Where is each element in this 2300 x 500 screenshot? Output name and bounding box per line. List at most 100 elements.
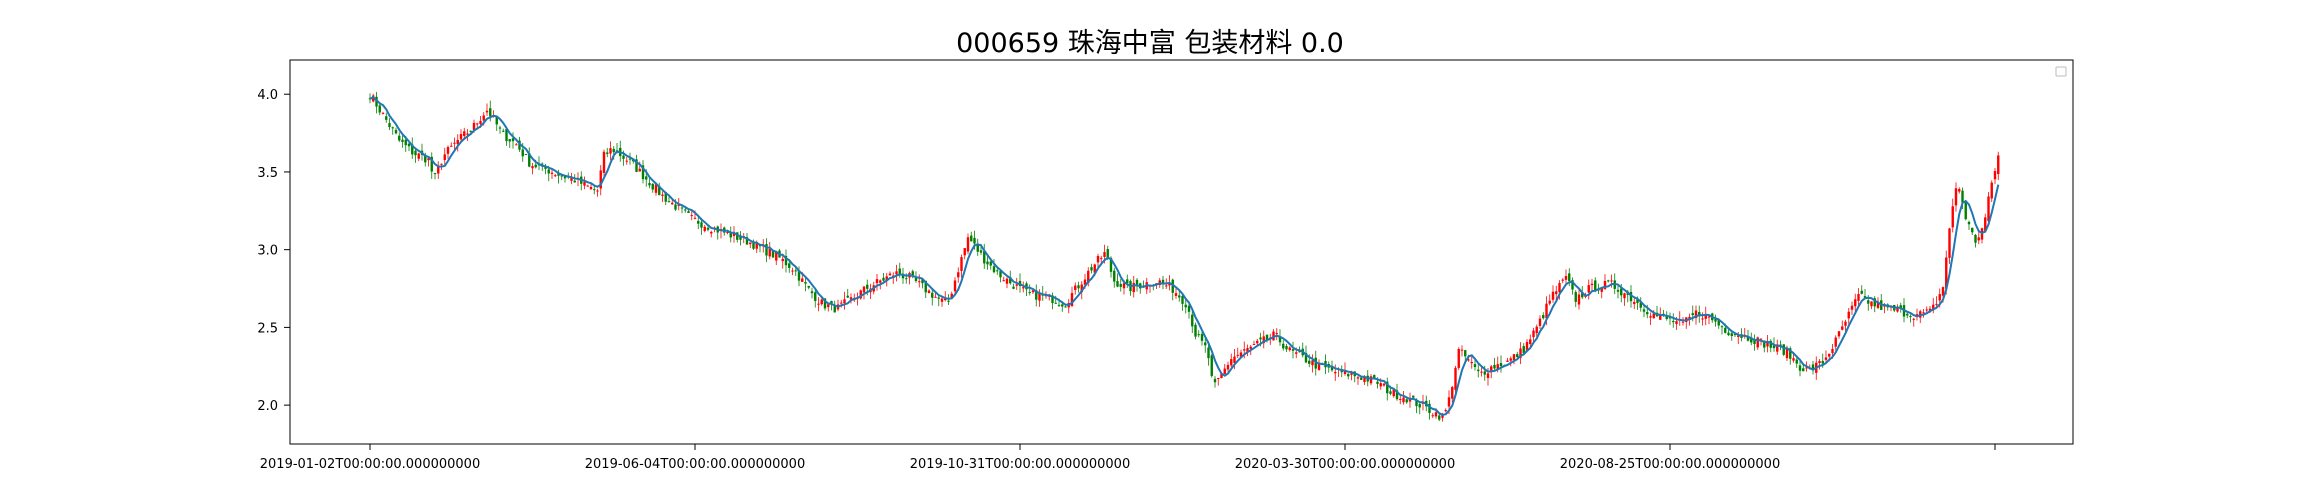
candle-body — [1525, 341, 1529, 351]
candle-body — [1291, 349, 1295, 351]
candle-body — [1701, 318, 1704, 320]
candle-body — [843, 299, 846, 304]
candle-body — [830, 300, 833, 304]
candle-body — [1987, 196, 1990, 222]
candle-body — [1529, 339, 1532, 345]
candle-body — [1707, 316, 1711, 318]
candle-body — [1002, 280, 1005, 282]
candle-body — [1467, 359, 1470, 361]
candle-body — [1906, 313, 1909, 316]
candle-body — [1756, 337, 1759, 348]
candle-body — [1766, 342, 1769, 347]
y-axis: 2.0 2.5 3.0 3.5 4.0 — [257, 88, 290, 414]
candle-body — [1636, 299, 1639, 303]
candle-body — [911, 271, 914, 276]
candle-body — [1265, 334, 1269, 340]
candle-body — [1896, 308, 1899, 312]
candle-body — [1860, 290, 1863, 294]
candle-body — [1714, 319, 1717, 322]
candle-body — [417, 153, 420, 159]
candle-body — [1376, 381, 1379, 384]
candle-body — [703, 226, 706, 232]
candle-body — [1464, 350, 1467, 357]
candle-body — [524, 154, 528, 156]
candle-body — [404, 139, 407, 146]
candle-body — [1061, 304, 1064, 307]
candle-body — [888, 273, 892, 276]
candle-body — [1675, 321, 1678, 325]
candle-body — [1753, 339, 1756, 344]
candle-body — [1418, 404, 1421, 408]
candle-body — [937, 297, 940, 299]
candle-body — [1083, 279, 1087, 285]
candle-body — [440, 163, 443, 165]
candle-body — [1558, 283, 1561, 293]
candle-body — [1428, 403, 1431, 413]
candle-body — [1935, 303, 1938, 305]
candle-body — [1038, 293, 1041, 301]
candle-body — [986, 261, 989, 265]
candle-body — [1555, 291, 1558, 295]
candle-body — [508, 139, 511, 142]
candle-body — [1207, 347, 1210, 359]
candle-body — [1512, 354, 1516, 361]
candle-body — [1074, 285, 1077, 290]
y-tick-label: 3.5 — [257, 166, 278, 181]
candle-body — [1642, 309, 1646, 312]
candle-body — [1759, 338, 1763, 340]
candle-body — [489, 108, 492, 117]
candle-body — [905, 278, 908, 280]
candle-body — [430, 156, 433, 172]
candle-body — [1564, 276, 1568, 280]
candle-body — [1246, 348, 1249, 352]
candle-body — [1012, 286, 1015, 289]
candle-body — [1035, 290, 1038, 300]
candle-body — [1850, 305, 1854, 310]
candle-body — [677, 204, 680, 206]
candle-body — [596, 190, 599, 192]
candle-body — [456, 139, 459, 145]
candle-body — [1977, 237, 1980, 241]
candle-body — [1288, 347, 1291, 351]
candle-body — [479, 120, 482, 124]
candle-body — [1594, 280, 1597, 292]
candle-body — [1990, 182, 1993, 199]
candle-body — [1737, 335, 1740, 337]
candle-body — [1506, 360, 1509, 362]
candle-body — [1486, 373, 1490, 379]
candle-body — [966, 237, 970, 252]
candle-body — [690, 215, 693, 217]
candle-body — [1226, 364, 1230, 370]
x-tick-label: 2020-08-25T00:00:00.000000000 — [1560, 457, 1780, 472]
candle-body — [443, 154, 446, 161]
candle-body — [879, 280, 882, 283]
candle-body — [1798, 365, 1802, 371]
candle-body — [375, 96, 378, 107]
candle-body — [638, 168, 641, 172]
candle-body — [1051, 295, 1054, 304]
candle-body — [976, 243, 979, 252]
candle-body — [411, 144, 414, 155]
candle-body — [1106, 249, 1109, 258]
x-tick-label: 2020-03-30T00:00:00.000000000 — [1235, 457, 1455, 472]
candle-body — [1532, 330, 1535, 338]
candle-body — [914, 278, 918, 282]
candle-body — [823, 298, 827, 309]
candle-body — [1516, 354, 1519, 358]
candle-body — [1057, 304, 1061, 306]
candle-body — [599, 170, 602, 189]
candle-body — [1509, 358, 1512, 361]
candle-body — [1831, 348, 1834, 354]
candle-body — [1132, 282, 1135, 293]
candle-body — [391, 127, 394, 129]
candle-body — [1961, 190, 1964, 203]
candle-body — [531, 166, 534, 169]
candle-body — [804, 282, 807, 284]
candle-body — [1837, 331, 1841, 337]
candle-body — [781, 258, 784, 262]
candle-body — [970, 235, 973, 242]
candle-body — [1600, 288, 1603, 292]
moving-average-line — [369, 95, 2000, 416]
